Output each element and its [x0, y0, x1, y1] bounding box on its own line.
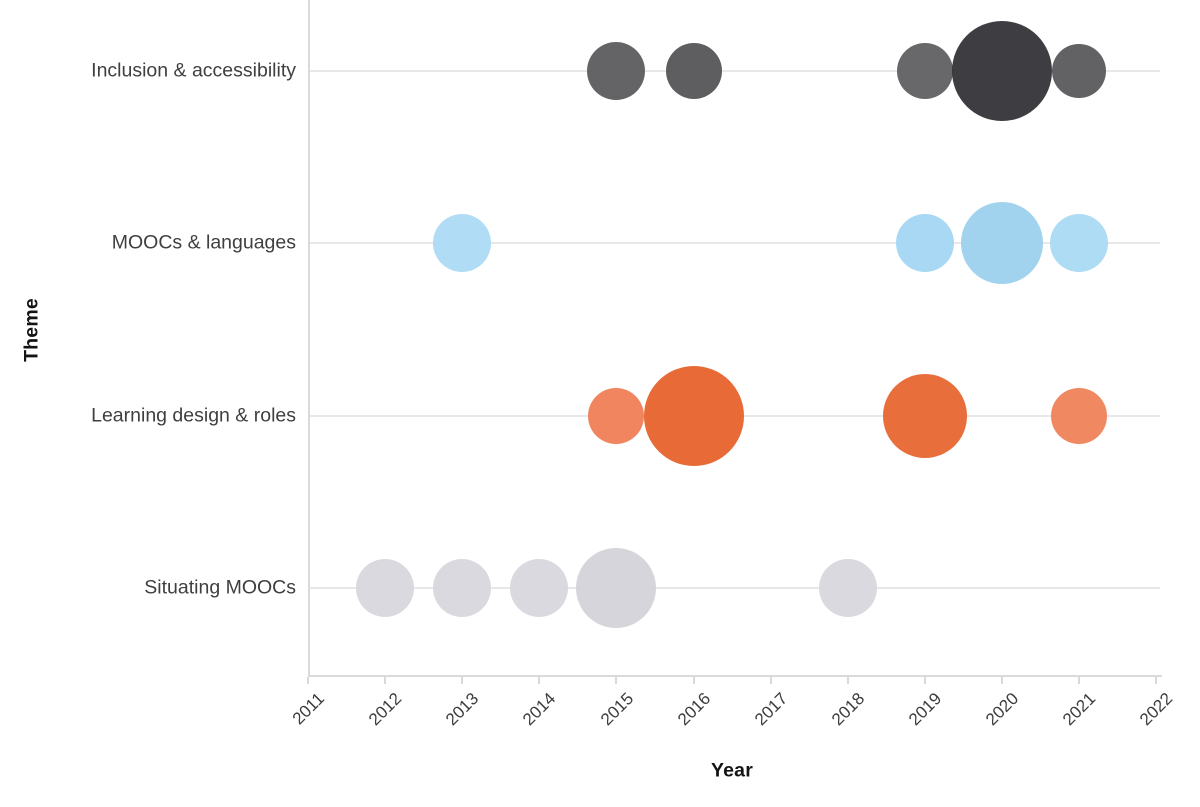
- y-axis-line: [308, 0, 310, 675]
- x-tick-label: 2019: [905, 689, 946, 730]
- bubble: [818, 558, 877, 617]
- bubble: [896, 43, 953, 99]
- y-tick-label: Situating MOOCs: [144, 576, 296, 599]
- bubble: [356, 558, 415, 617]
- x-tick-label: 2014: [519, 689, 560, 730]
- bubble: [576, 547, 657, 628]
- gridline: [308, 242, 1160, 245]
- x-tick: [1155, 677, 1158, 684]
- x-tick-label: 2020: [982, 689, 1023, 730]
- x-tick-label: 2013: [442, 689, 483, 730]
- x-tick-label: 2018: [827, 689, 869, 730]
- x-tick: [923, 677, 926, 684]
- bubble: [1051, 387, 1107, 444]
- bubble: [665, 43, 722, 99]
- x-tick-label: 2012: [365, 689, 406, 730]
- x-tick: [307, 677, 309, 684]
- x-tick: [615, 677, 618, 684]
- x-tick: [461, 677, 464, 684]
- x-axis-title: Year: [710, 759, 754, 782]
- x-tick: [692, 677, 695, 684]
- x-tick-label: 2017: [750, 689, 792, 730]
- gridline: [308, 70, 1160, 72]
- x-tick: [769, 677, 772, 684]
- y-axis-title: Theme: [20, 298, 43, 362]
- bubble: [587, 42, 646, 100]
- bubble: [643, 365, 744, 466]
- x-tick: [846, 677, 849, 684]
- bubble: [960, 202, 1043, 285]
- x-tick: [384, 677, 387, 684]
- bubble: [588, 387, 645, 444]
- bubble: [882, 373, 967, 458]
- bubble: [1052, 44, 1106, 98]
- x-tick-label: 2022: [1136, 689, 1177, 730]
- x-tick: [1000, 677, 1003, 684]
- x-axis-line: [308, 675, 1162, 677]
- bubble: [510, 558, 569, 617]
- bubble: [433, 558, 492, 617]
- x-tick-label: 2016: [673, 689, 714, 730]
- bubble: [951, 21, 1052, 121]
- y-tick-label: MOOCs & languages: [111, 231, 296, 254]
- bubble: [1050, 214, 1108, 273]
- bubble: [895, 214, 954, 273]
- y-tick-label: Inclusion & accessibility: [91, 59, 296, 82]
- y-tick-label: Learning design & roles: [91, 404, 296, 427]
- x-tick-label: 2021: [1059, 689, 1100, 730]
- x-tick: [1078, 677, 1080, 684]
- bubble: [433, 214, 492, 273]
- x-tick-label: 2011: [289, 689, 329, 729]
- gridline: [308, 586, 1160, 589]
- x-tick: [538, 677, 541, 684]
- x-tick-label: 2015: [596, 689, 637, 730]
